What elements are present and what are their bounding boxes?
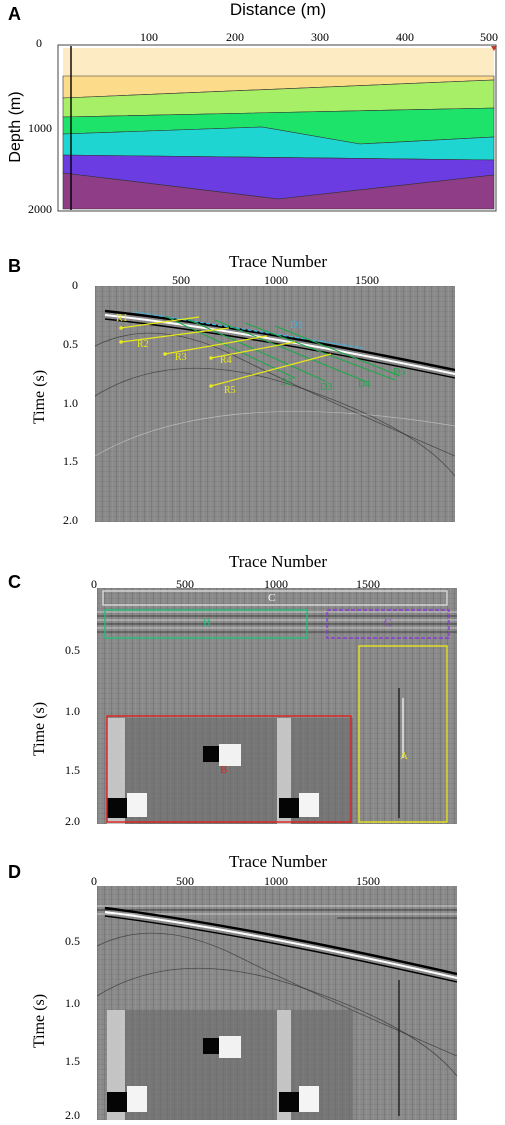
layer-7	[62, 172, 495, 210]
panel-a-xtick: 200	[226, 30, 244, 44]
source-marker	[491, 46, 497, 51]
panel-c-ytick: 1.0	[65, 704, 80, 718]
label-d1: D1	[290, 320, 303, 331]
panel-b-ytick: 2.0	[63, 513, 78, 527]
panel-a-label: A	[8, 4, 21, 24]
panel-a-xtick: 500	[480, 30, 498, 44]
panel-c: C Trace Number 0 500 1000 1500 0.5 1.0 1…	[0, 550, 505, 830]
box-b-red-label: B	[220, 764, 228, 776]
panel-b-label: B	[8, 256, 21, 276]
panel-d-xtick: 500	[176, 874, 194, 888]
panel-a-xtick: 300	[311, 30, 329, 44]
panel-d-overlay	[97, 905, 457, 1120]
panel-b-xtick: 1000	[264, 273, 288, 287]
panel-a-ytick: 0	[36, 36, 42, 50]
panel-c-xtick: 0	[91, 577, 97, 591]
panel-b-xtick: 500	[172, 273, 190, 287]
label-r4: R4	[220, 355, 232, 366]
panel-c-ytick: 1.5	[65, 763, 80, 777]
panel-b-y-title: Time (s)	[31, 369, 48, 425]
panel-d-xtick: 1500	[356, 874, 380, 888]
panel-a-xtick: 400	[396, 30, 414, 44]
label-r5: R5	[224, 385, 236, 396]
panel-c-label: C	[8, 572, 21, 592]
panel-b-x-title: Trace Number	[228, 252, 328, 271]
panel-a-ytick: 1000	[28, 121, 52, 135]
label-d3: D3	[320, 382, 333, 393]
label-d5: D5	[393, 367, 406, 378]
panel-a-ytick: 2000	[28, 202, 52, 216]
box-b-green-label: B	[203, 617, 211, 629]
panel-b-ytick: 1.5	[63, 454, 78, 468]
panel-a-model	[57, 44, 497, 212]
label-r2: R2	[137, 339, 149, 350]
panel-d-ytick: 0.5	[65, 934, 80, 948]
panel-c-xtick: 1000	[264, 577, 288, 591]
panel-b-ytick: 0.5	[63, 337, 78, 351]
panel-c-x-title: Trace Number	[228, 552, 328, 571]
panel-a-xtick: 100	[140, 30, 158, 44]
panel-d-label: D	[8, 862, 21, 882]
panel-c-y-title: Time (s)	[31, 701, 48, 757]
layer-1	[63, 48, 494, 76]
panel-c-overlay	[97, 590, 457, 824]
box-a-yellow-label: A	[400, 750, 408, 762]
label-r3: R3	[175, 352, 187, 363]
panel-b-overlay	[95, 309, 455, 477]
label-r1: R1	[116, 313, 128, 324]
label-d2: D2	[280, 377, 293, 388]
panel-b-ytick: 0	[72, 278, 78, 292]
panel-d-ytick: 1.0	[65, 996, 80, 1010]
panel-d-xtick: 0	[91, 874, 97, 888]
panel-a: A Distance (m) 100 200 300 400 500 0 100…	[0, 0, 505, 230]
box-c-top-label: C	[268, 592, 276, 604]
panel-b: B Trace Number 500 1000 1500 0 0.5 1.0 1…	[0, 248, 505, 528]
label-d4: D4	[358, 379, 371, 390]
panel-c-ytick: 0.5	[65, 643, 80, 657]
panel-b-xtick: 1500	[355, 273, 379, 287]
panel-d-ytick: 2.0	[65, 1108, 80, 1122]
panel-c-xtick: 1500	[356, 577, 380, 591]
panel-d-ytick: 1.5	[65, 1054, 80, 1068]
box-c-purple-label: C	[384, 617, 392, 629]
panel-d-y-title: Time (s)	[31, 993, 48, 1049]
panel-d-x-title: Trace Number	[228, 852, 328, 871]
panel-d-xtick: 1000	[264, 874, 288, 888]
panel-b-ytick: 1.0	[63, 396, 78, 410]
panel-a-x-title: Distance (m)	[229, 0, 327, 19]
panel-c-ytick: 2.0	[65, 814, 80, 828]
panel-d: D Trace Number 0 500 1000 1500 0.5 1.0 1…	[0, 852, 505, 1125]
panel-c-xtick: 500	[176, 577, 194, 591]
